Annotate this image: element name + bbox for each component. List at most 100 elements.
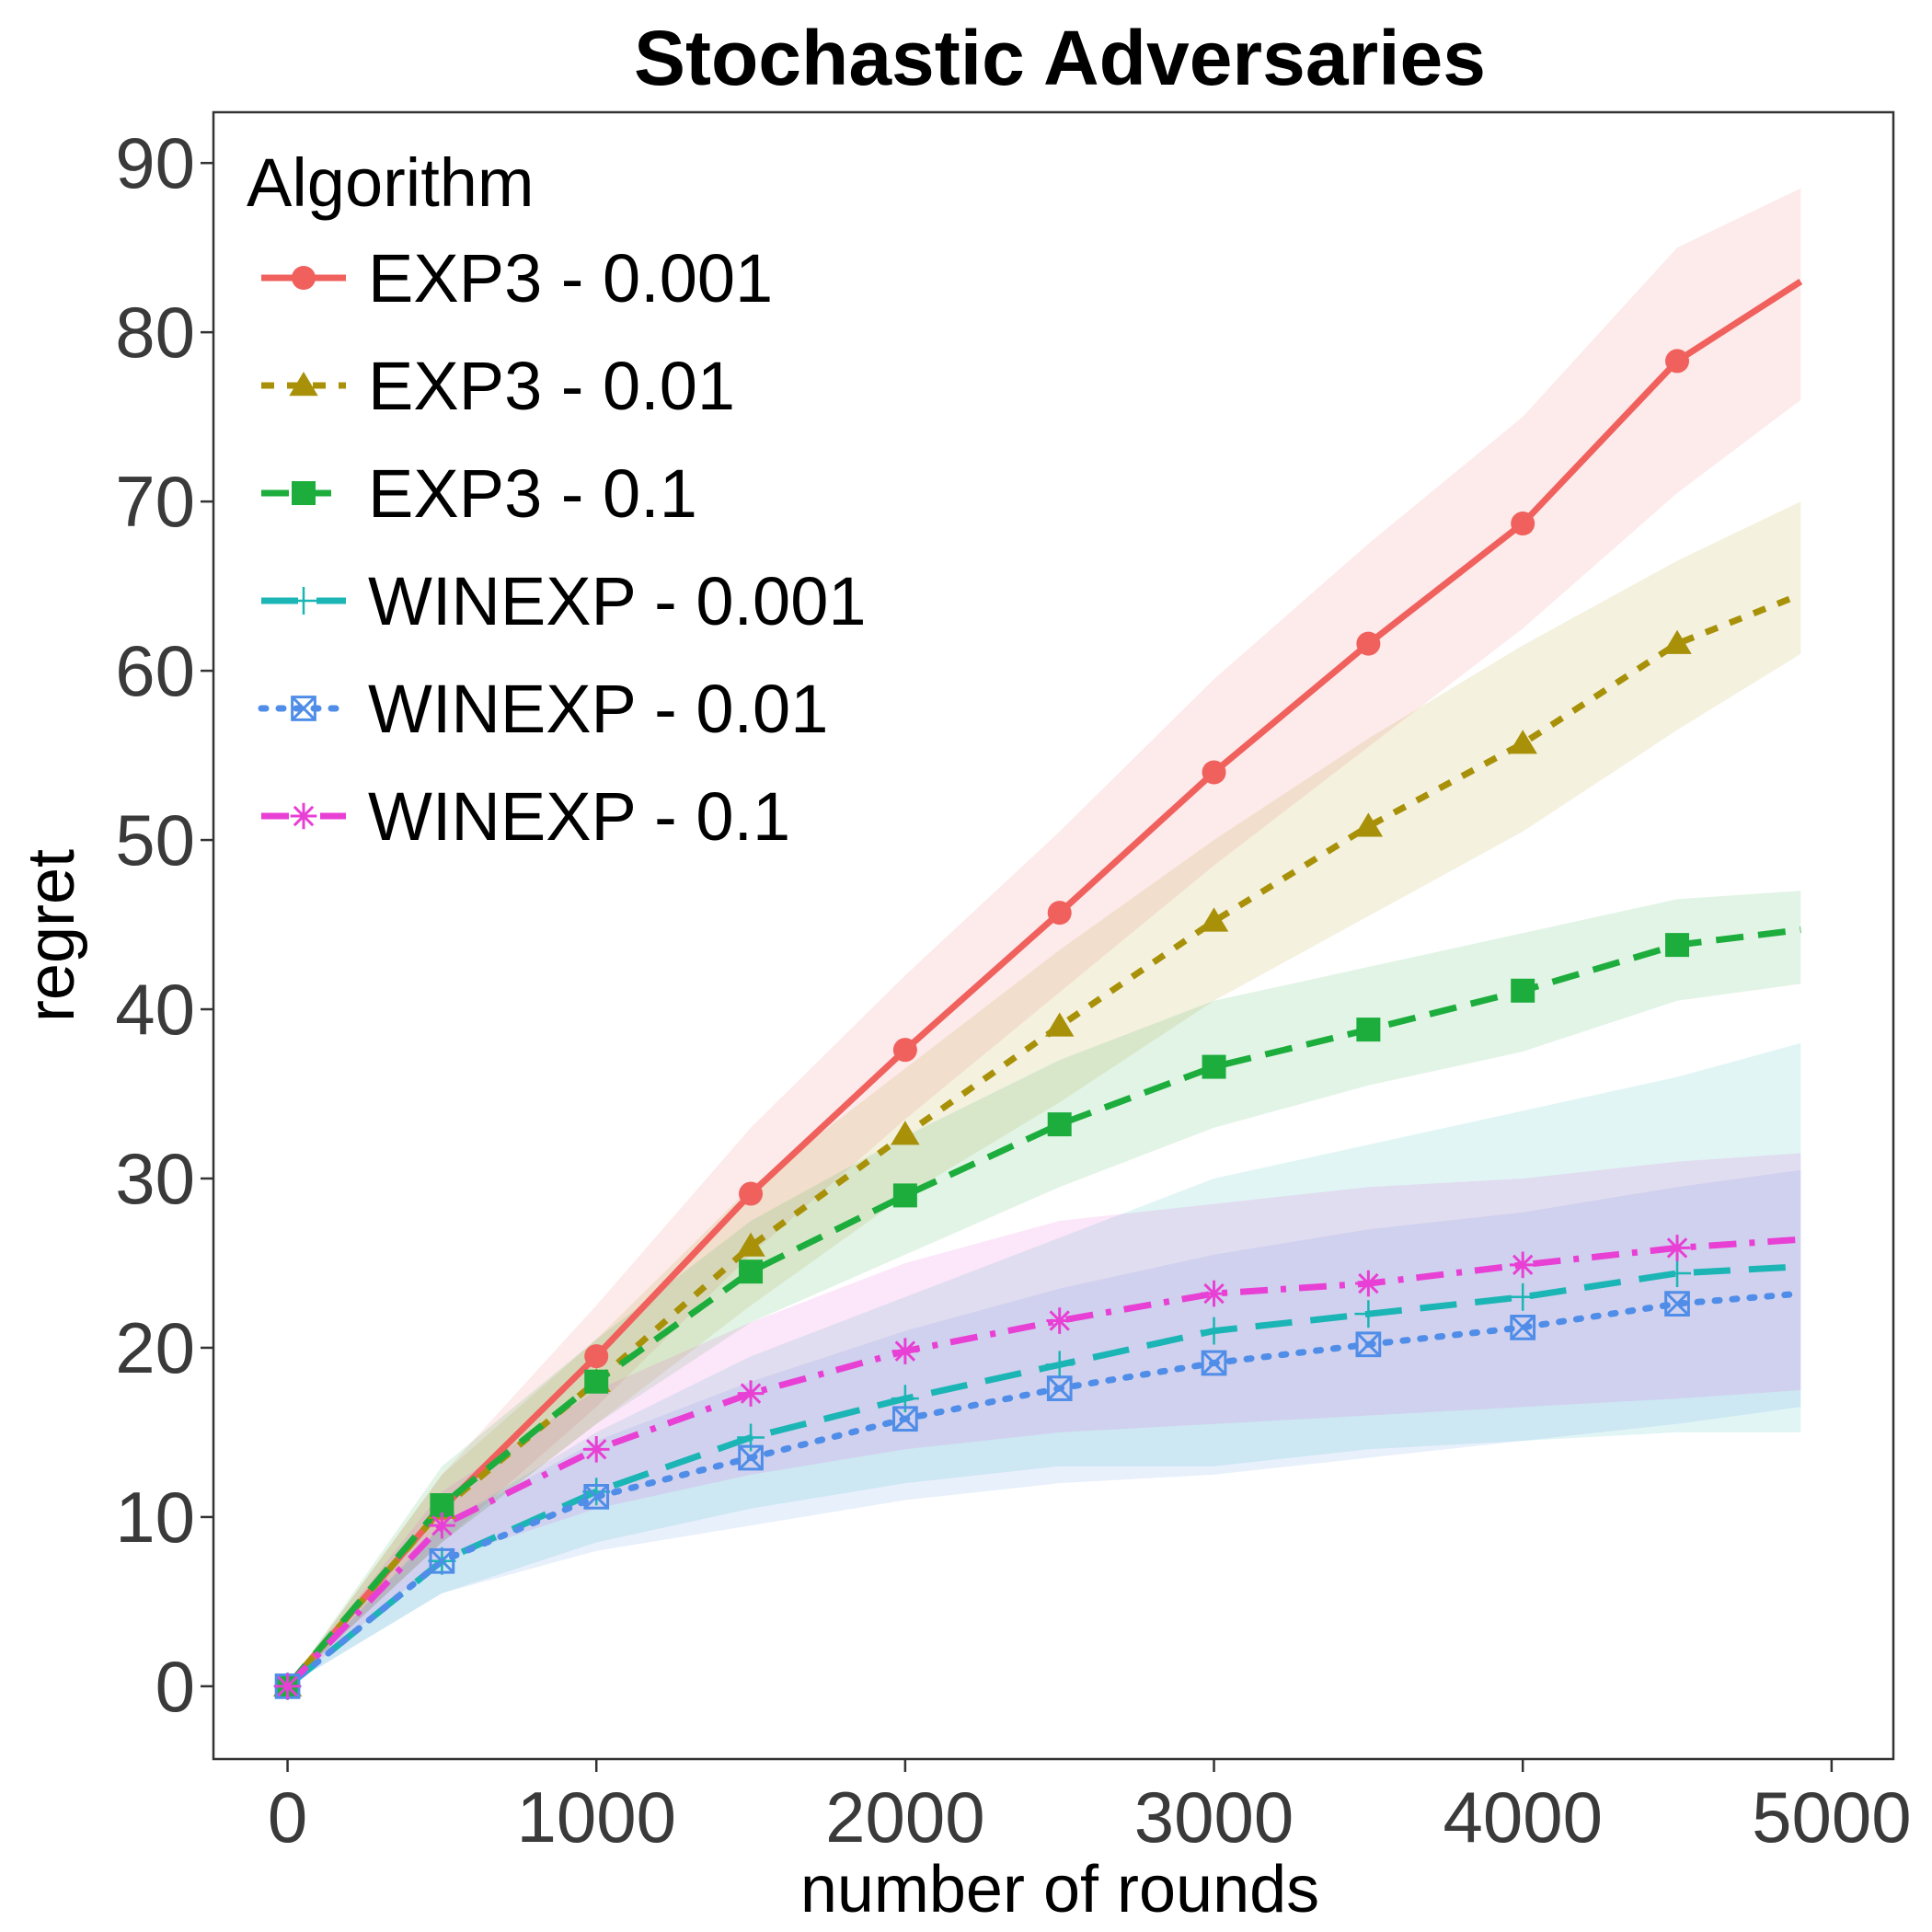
marker-winexp-0-01-3500 bbox=[1355, 1331, 1382, 1358]
marker-exp3-0-01-4500 bbox=[1662, 629, 1692, 654]
band-winexp-0-01 bbox=[287, 1169, 1801, 1686]
marker-exp3-0-001-3000 bbox=[1202, 760, 1226, 785]
x-tick-label-2000: 2000 bbox=[825, 1777, 985, 1857]
legend-marker-winexp-0-1 bbox=[290, 802, 317, 830]
marker-winexp-0-1-3000 bbox=[1201, 1280, 1227, 1307]
marker-winexp-0-1-0 bbox=[274, 1673, 301, 1700]
marker-winexp-0-1-1000 bbox=[582, 1436, 610, 1463]
legend-label-winexp-0-1: WINEXP - 0.1 bbox=[368, 778, 790, 855]
plot-panel-border bbox=[212, 110, 1895, 1761]
marker-winexp-0-01-1500 bbox=[738, 1444, 764, 1471]
legend-item-exp3-0-001: EXP3 - 0.001 bbox=[261, 240, 773, 316]
marker-winexp-0-01-1000 bbox=[583, 1484, 610, 1510]
y-tick-label-20: 20 bbox=[115, 1307, 195, 1388]
y-tick-label-40: 40 bbox=[115, 969, 195, 1050]
marker-exp3-0-001-2500 bbox=[1047, 901, 1072, 926]
marker-winexp-0-1-2500 bbox=[1046, 1307, 1074, 1334]
legend-label-winexp-0-01: WINEXP - 0.01 bbox=[368, 671, 828, 747]
x-axis: 0 1000 2000 3000 4000 5000 bbox=[268, 1759, 1912, 1857]
marker-exp3-0-001-4000 bbox=[1511, 512, 1535, 536]
legend-marker-winexp-0-001 bbox=[290, 587, 317, 615]
marker-winexp-0-001-3500 bbox=[1354, 1300, 1383, 1328]
marker-winexp-0-1-4000 bbox=[1509, 1251, 1536, 1279]
marker-exp3-0-01-3000 bbox=[1199, 907, 1229, 932]
marker-winexp-0-01-3000 bbox=[1201, 1350, 1227, 1376]
y-tick-label-70: 70 bbox=[115, 461, 195, 542]
legend-label-winexp-0-001: WINEXP - 0.001 bbox=[368, 563, 867, 639]
marker-exp3-0-01-2000 bbox=[891, 1121, 920, 1145]
marker-winexp-0-1-2000 bbox=[891, 1338, 919, 1364]
marker-exp3-0-001-3500 bbox=[1356, 631, 1381, 656]
marker-winexp-0-01-2000 bbox=[892, 1406, 918, 1432]
marker-winexp-0-001-1000 bbox=[582, 1478, 611, 1506]
marker-exp3-0-1-2000 bbox=[892, 1183, 917, 1208]
legend-marker-exp3-0-01 bbox=[289, 372, 318, 397]
marker-exp3-0-001-4500 bbox=[1665, 349, 1690, 374]
marker-winexp-0-01-2500 bbox=[1046, 1375, 1073, 1401]
marker-winexp-0-001-3000 bbox=[1200, 1317, 1228, 1345]
legend-item-winexp-0-001: WINEXP - 0.001 bbox=[261, 563, 867, 639]
marker-exp3-0-01-4000 bbox=[1508, 730, 1537, 754]
y-tick-label-50: 50 bbox=[115, 799, 195, 880]
y-tick-label-0: 0 bbox=[155, 1646, 195, 1727]
marker-winexp-0-1-500 bbox=[429, 1512, 455, 1539]
marker-exp3-0-01-3500 bbox=[1353, 812, 1384, 837]
marker-winexp-0-001-4000 bbox=[1509, 1282, 1537, 1311]
marker-exp3-0-1-2500 bbox=[1047, 1112, 1072, 1137]
y-tick-label-90: 90 bbox=[115, 122, 195, 203]
legend-title: Algorithm bbox=[247, 144, 535, 221]
x-tick-label-4000: 4000 bbox=[1443, 1777, 1603, 1857]
y-tick-label-10: 10 bbox=[115, 1477, 195, 1558]
legend-label-exp3-0-1: EXP3 - 0.1 bbox=[368, 455, 697, 532]
legend-item-exp3-0-1: EXP3 - 0.1 bbox=[261, 455, 697, 532]
x-tick-label-0: 0 bbox=[268, 1777, 307, 1857]
x-tick-label-5000: 5000 bbox=[1752, 1777, 1912, 1857]
legend-marker-exp3-0-001 bbox=[292, 266, 316, 290]
marker-exp3-0-001-1500 bbox=[739, 1181, 764, 1206]
band-exp3-0-001 bbox=[287, 188, 1801, 1686]
marker-exp3-0-1-4000 bbox=[1511, 978, 1535, 1003]
line-winexp-0-1 bbox=[285, 1236, 1801, 1689]
legend: Algorithm EXP3 - 0.001 EXP3 - 0.01 EXP3 - … bbox=[247, 144, 867, 855]
marker-exp3-0-001-1000 bbox=[584, 1344, 609, 1369]
marker-exp3-0-001-2000 bbox=[892, 1038, 917, 1063]
x-axis-title: number of rounds bbox=[800, 1853, 1319, 1926]
marker-winexp-0-1-4500 bbox=[1663, 1235, 1691, 1261]
marker-exp3-0-01-1500 bbox=[736, 1232, 765, 1257]
legend-item-winexp-0-1: WINEXP - 0.1 bbox=[261, 778, 790, 855]
legend-marker-winexp-0-01 bbox=[291, 696, 316, 721]
line-exp3-0-1 bbox=[284, 926, 1801, 1689]
marker-exp3-0-1-3000 bbox=[1202, 1054, 1226, 1079]
marker-exp3-0-1-1500 bbox=[739, 1259, 764, 1284]
line-exp3-0-01 bbox=[284, 592, 1802, 1689]
y-tick-label-80: 80 bbox=[115, 292, 195, 373]
marker-exp3-0-1-3500 bbox=[1356, 1018, 1381, 1042]
marker-winexp-0-001-2500 bbox=[1045, 1351, 1074, 1379]
y-axis: 0 10 20 30 40 50 60 70 80 90 bbox=[115, 122, 213, 1727]
y-tick-label-60: 60 bbox=[115, 630, 195, 711]
series-markers bbox=[272, 349, 1692, 1700]
marker-winexp-0-1-1500 bbox=[737, 1380, 765, 1407]
marker-exp3-0-1-1000 bbox=[584, 1369, 609, 1394]
marker-winexp-0-01-4000 bbox=[1510, 1315, 1536, 1340]
x-tick-label-1000: 1000 bbox=[516, 1777, 676, 1857]
y-tick-label-30: 30 bbox=[115, 1138, 195, 1219]
x-tick-label-3000: 3000 bbox=[1134, 1777, 1294, 1857]
legend-item-exp3-0-01: EXP3 - 0.01 bbox=[261, 348, 735, 424]
band-exp3-0-1 bbox=[287, 891, 1801, 1686]
marker-winexp-0-01-500 bbox=[429, 1547, 455, 1574]
band-winexp-0-1 bbox=[287, 1153, 1801, 1686]
legend-label-exp3-0-001: EXP3 - 0.001 bbox=[368, 240, 773, 316]
chart-title: Stochastic Adversaries bbox=[634, 15, 1486, 101]
y-axis-title: regret bbox=[15, 849, 88, 1022]
marker-winexp-0-1-3500 bbox=[1355, 1270, 1382, 1297]
marker-exp3-0-01-2500 bbox=[1045, 1012, 1075, 1037]
legend-item-winexp-0-01: WINEXP - 0.01 bbox=[258, 671, 828, 747]
marker-exp3-0-1-4500 bbox=[1665, 933, 1690, 958]
band-winexp-0-001 bbox=[287, 1042, 1801, 1686]
legend-marker-exp3-0-1 bbox=[292, 481, 316, 505]
legend-label-exp3-0-01: EXP3 - 0.01 bbox=[368, 348, 735, 424]
marker-winexp-0-01-4500 bbox=[1664, 1291, 1690, 1317]
marker-winexp-0-001-4500 bbox=[1663, 1259, 1691, 1287]
